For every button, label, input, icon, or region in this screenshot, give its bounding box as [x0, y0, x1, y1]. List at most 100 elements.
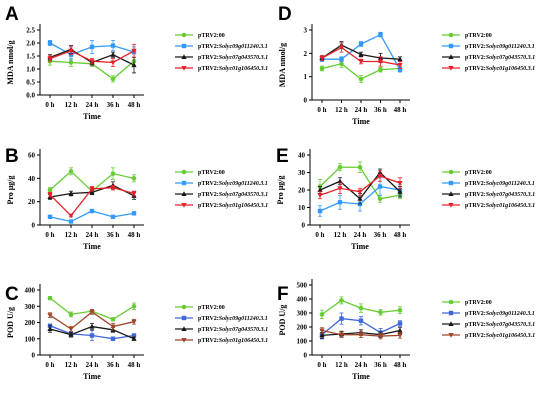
data-point [131, 211, 137, 216]
data-point [47, 56, 53, 62]
legend-entry-label: pTRV2:Solyc01g106450.3.1 [465, 203, 535, 209]
data-point [337, 164, 343, 170]
data-point [89, 44, 95, 50]
legend-entry-label: pTRV2:00 [198, 33, 225, 39]
y-tick-label: 2 [304, 50, 308, 58]
legend-prefix: pTRV2: [198, 203, 219, 209]
y-tick-label: 20 [28, 198, 36, 206]
data-point [89, 323, 95, 329]
panel-label: B [5, 146, 19, 167]
panel-label: A [5, 4, 19, 25]
data-point [131, 191, 137, 197]
legend-marker [181, 315, 187, 321]
legend-marker [448, 203, 454, 208]
y-tick-label: 500 [297, 282, 308, 290]
data-point [68, 213, 74, 219]
y-tick-label: 100 [297, 338, 308, 346]
x-axis-title: Time [352, 372, 370, 381]
data-point [397, 333, 403, 339]
x-tick-label: 0 h [317, 106, 326, 114]
legend-marker [181, 54, 187, 59]
chart-panel-b: B 0 20 40 60 0 h 12 h 24 h 36 h 48 h Time Pro μg/g p… [5, 146, 268, 251]
legend-gene: Solyc07g043570.3.1 [219, 192, 268, 198]
panel-label: F [277, 284, 289, 305]
legend-entry-label: pTRV2:Solyc01g106450.3.1 [465, 333, 535, 339]
legend-gene: Solyc07g043570.3.1 [486, 192, 535, 198]
panel-label: E [276, 146, 289, 167]
x-tick-label: 12 h [334, 231, 347, 239]
data-point [337, 186, 343, 192]
legend-marker [181, 43, 187, 49]
x-tick-label: 0 h [315, 231, 324, 239]
data-point [47, 313, 53, 318]
legend-entry-label: pTRV2:Solyc01g106450.3.1 [198, 203, 268, 209]
data-point [110, 43, 116, 48]
legend-prefix: pTRV2: [198, 192, 219, 198]
x-tick-label: 12 h [335, 361, 348, 369]
data-point [397, 321, 403, 326]
data-point [357, 164, 363, 170]
y-tick-label: 1 [304, 73, 308, 81]
y-tick-label: 3 [304, 27, 308, 35]
y-tick-label: 0 [302, 222, 306, 230]
y-tick-label: 2.0 [26, 40, 35, 48]
legend-prefix: pTRV2: [465, 181, 486, 187]
chart-panel-a: A 0.0 0.5 1.0 1.5 2.0 2.5 0 h 12 h 24 h 36 h 48 h Ti… [5, 4, 268, 121]
legend-entry-label: pTRV2:Solyc09g011240.3.1 [465, 44, 535, 50]
data-point [131, 335, 137, 341]
data-point [47, 40, 53, 46]
data-point [68, 219, 74, 224]
data-point [89, 189, 95, 195]
data-point [397, 56, 403, 62]
legend-prefix: pTRV2: [465, 170, 486, 176]
data-point [338, 332, 345, 338]
data-point [397, 181, 403, 186]
legend-marker [448, 43, 454, 49]
legend-prefix: pTRV2: [198, 316, 219, 322]
legend-marker [448, 191, 454, 196]
data-point [110, 76, 116, 82]
data-point [357, 189, 363, 195]
legend-gene: Solyc07g043570.3.1 [219, 55, 268, 61]
data-point [110, 324, 116, 330]
legend-entry-label: pTRV2:00 [465, 33, 492, 39]
chart-panel-e: E 0 10 20 30 40 0 h 12 h 24 h 36 h 48 h Time Pro μg/… [276, 146, 535, 251]
x-tick-label: 0 h [317, 361, 326, 369]
x-tick-label: 36 h [107, 231, 120, 239]
legend-marker [448, 310, 454, 316]
data-point [110, 171, 116, 176]
legend-entry-label: pTRV2:Solyc07g043570.3.1 [465, 322, 535, 328]
data-point [319, 66, 325, 71]
data-point [110, 336, 116, 341]
legend-gene: Solyc07g043570.3.1 [486, 322, 535, 328]
data-point [131, 62, 137, 68]
data-point [358, 305, 364, 311]
x-tick-label: 36 h [107, 101, 120, 109]
legend-entry-label: pTRV2:Solyc07g043570.3.1 [465, 55, 535, 61]
legend-gene: Solyc09g011240.3.1 [219, 316, 268, 322]
data-point [377, 334, 384, 339]
data-point [110, 316, 116, 322]
panel-label: C [5, 284, 19, 305]
legend-gene: Solyc07g043570.3.1 [486, 55, 535, 61]
y-tick-label: 0.0 [26, 92, 35, 100]
data-point [357, 195, 363, 201]
x-tick-label: 48 h [394, 106, 407, 114]
y-tick-label: 30 [298, 169, 306, 177]
y-axis-title: MDA nmol/g [278, 43, 287, 87]
x-tick-label: 24 h [355, 106, 368, 114]
legend-entry-label: pTRV2:00 [465, 300, 492, 306]
x-tick-label: 36 h [374, 361, 387, 369]
y-tick-label: 0 [304, 352, 308, 360]
legend-entry-label: pTRV2:00 [198, 305, 225, 311]
data-point [339, 316, 344, 321]
data-point [378, 67, 383, 72]
x-axis-title: Time [83, 372, 101, 381]
data-point [339, 61, 344, 67]
legend-entry-label: pTRV2:Solyc09g011240.3.1 [198, 44, 268, 50]
y-tick-label: 20 [298, 187, 306, 195]
x-tick-label: 0 h [45, 101, 54, 109]
legend-marker [181, 191, 187, 196]
legend-entry-label: pTRV2:00 [465, 170, 492, 176]
